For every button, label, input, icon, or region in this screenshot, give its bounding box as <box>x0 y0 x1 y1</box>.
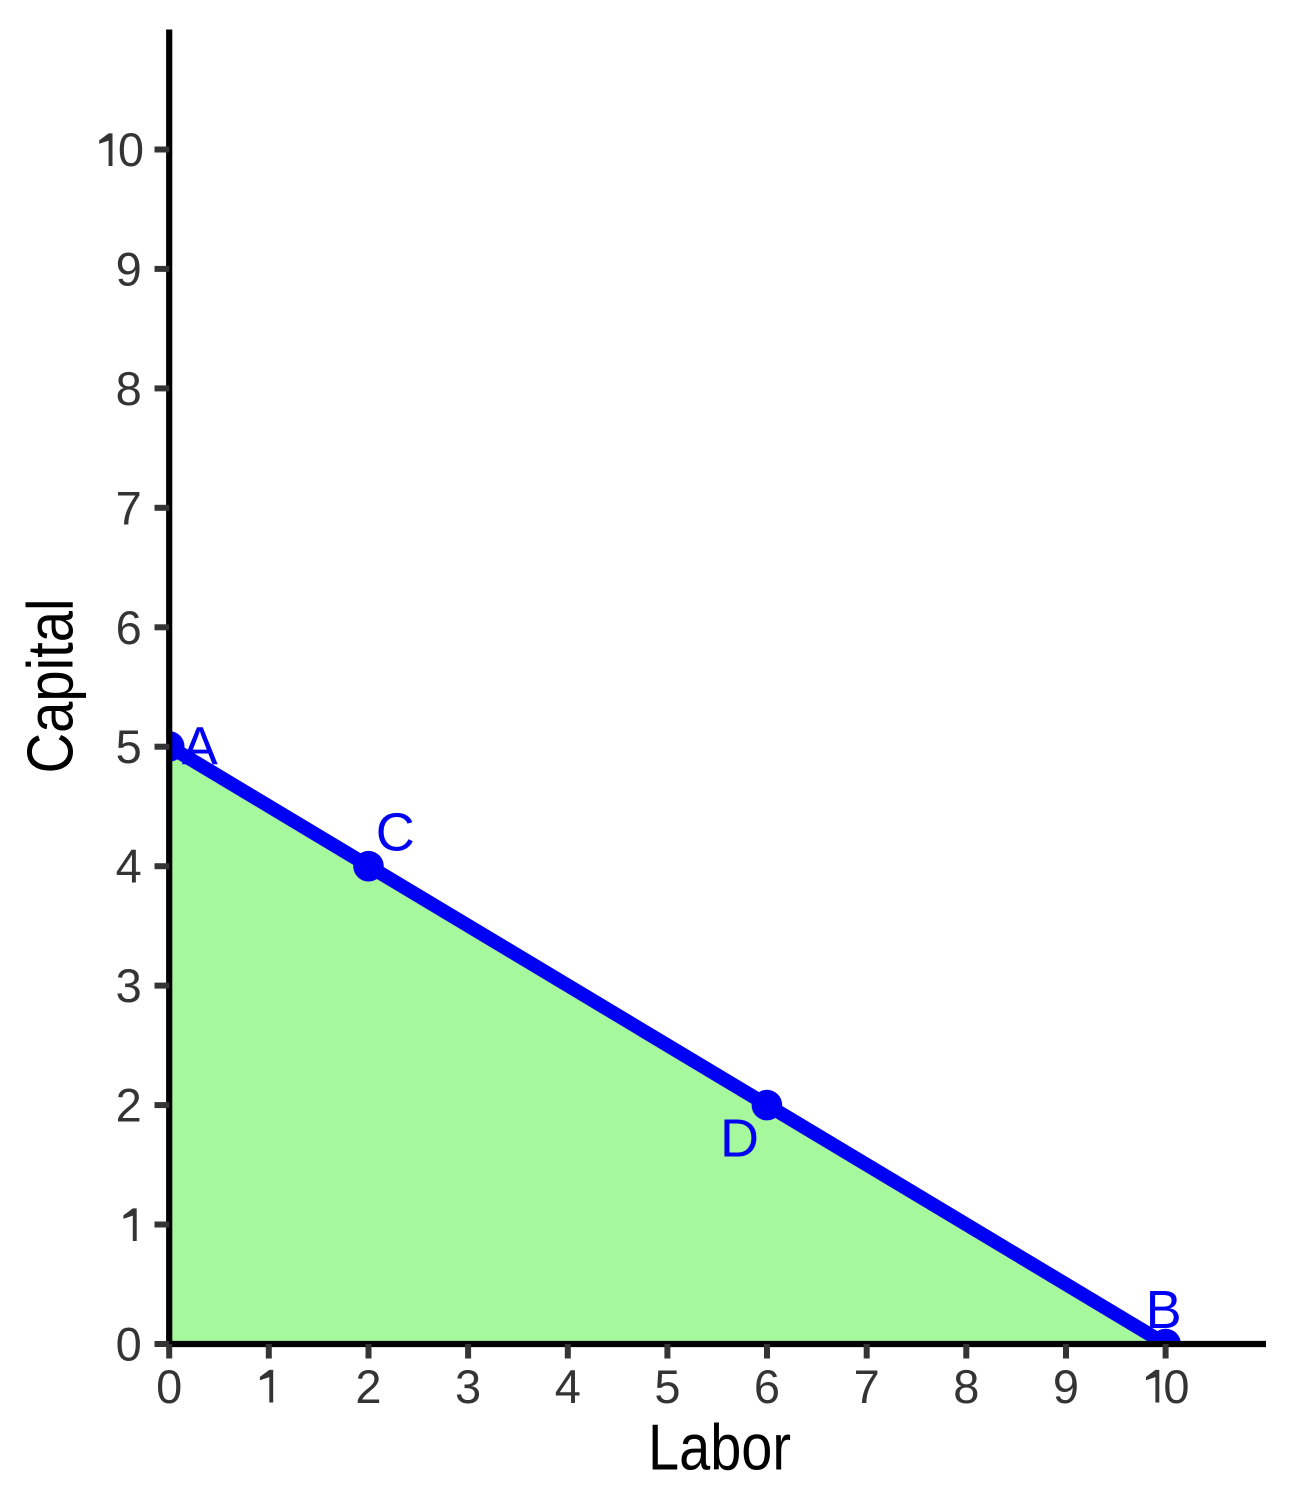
svg-text:4: 4 <box>555 1360 581 1413</box>
svg-text:3: 3 <box>116 959 142 1012</box>
svg-text:Labor: Labor <box>648 1411 791 1484</box>
svg-text:5: 5 <box>654 1360 680 1413</box>
svg-text:6: 6 <box>754 1360 780 1413</box>
svg-text:C: C <box>376 803 415 863</box>
svg-text:2: 2 <box>116 1079 142 1132</box>
svg-text:4: 4 <box>116 840 142 893</box>
svg-text:0: 0 <box>118 123 144 176</box>
svg-text:6: 6 <box>116 601 142 654</box>
svg-text:A: A <box>182 717 218 777</box>
svg-text:0: 0 <box>116 1318 142 1371</box>
svg-text:7: 7 <box>854 1360 880 1413</box>
svg-text:5: 5 <box>116 720 142 773</box>
svg-text:9: 9 <box>116 242 142 295</box>
svg-text:2: 2 <box>355 1360 381 1413</box>
svg-text:0: 0 <box>1163 1360 1189 1413</box>
svg-text:D: D <box>720 1108 759 1168</box>
svg-text:0: 0 <box>156 1360 182 1413</box>
svg-text:Capital: Capital <box>14 599 87 774</box>
svg-text:9: 9 <box>1053 1360 1079 1413</box>
svg-text:8: 8 <box>953 1360 979 1413</box>
svg-text:7: 7 <box>116 481 142 534</box>
svg-text:8: 8 <box>116 362 142 415</box>
svg-text:3: 3 <box>455 1360 481 1413</box>
svg-text:B: B <box>1146 1280 1182 1340</box>
